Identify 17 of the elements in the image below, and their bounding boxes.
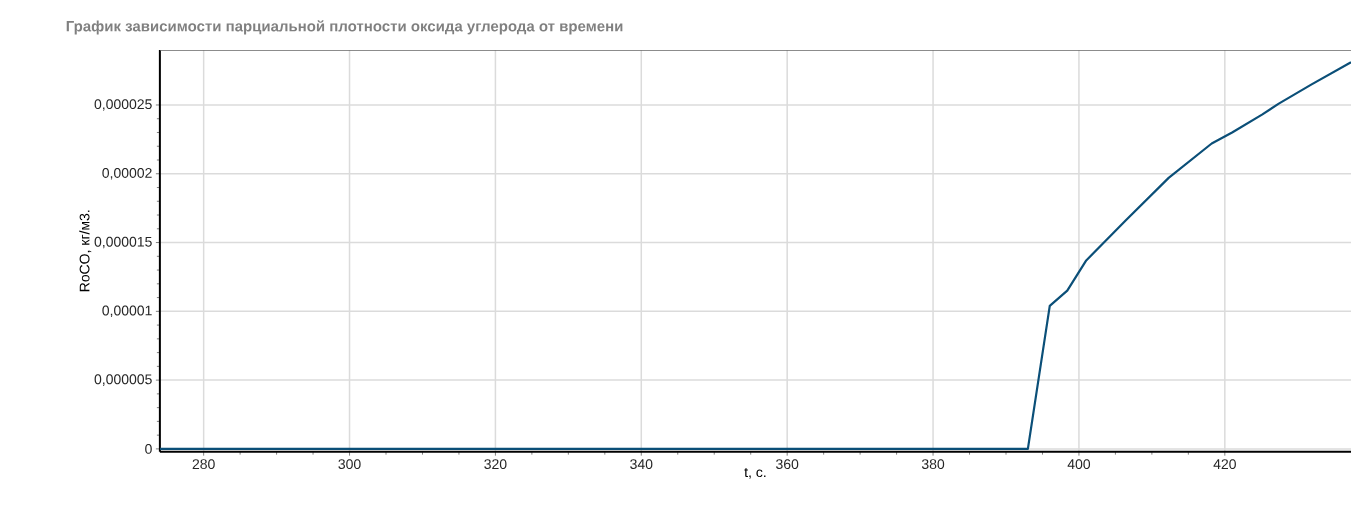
y-tick-label: 0,00002 (102, 168, 152, 180)
chart-title: График зависимости парциальной плотности оксида углерода от времени (66, 20, 623, 35)
x-tick-label: 340 (630, 459, 653, 470)
y-tick-label: 0 (145, 444, 152, 455)
x-tick-label: 420 (1213, 459, 1236, 470)
x-tick-label: 360 (776, 459, 799, 470)
y-tick-label: 0,000005 (94, 374, 152, 387)
x-tick-label: 320 (484, 459, 507, 470)
x-axis-title: t, с. (744, 468, 766, 479)
x-tick-label: 380 (921, 459, 945, 470)
y-axis-title: RoCO, кг/м3. (79, 210, 92, 292)
y-tick-label: 0,000025 (94, 99, 152, 111)
x-tick-label: 300 (338, 459, 361, 470)
x-tick-label: 280 (192, 459, 215, 470)
y-tick-label: 0,00001 (102, 305, 152, 318)
y-tick-label: 0,000015 (94, 236, 152, 249)
x-tick-label: 400 (1067, 459, 1091, 470)
